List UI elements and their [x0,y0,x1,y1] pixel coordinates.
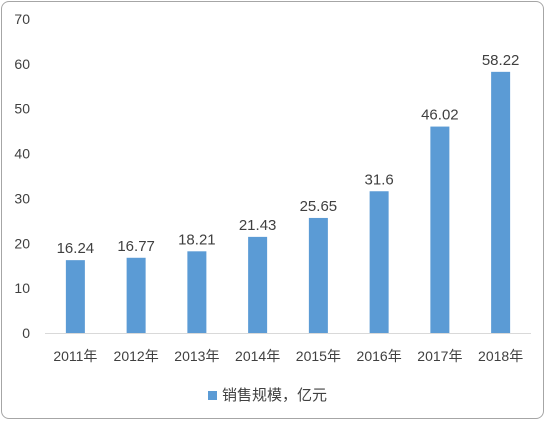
legend-label: 销售规模，亿元 [222,387,327,404]
bar [248,236,268,333]
x-tick-label: 2011年 [53,348,97,364]
y-tick-label: 30 [14,190,30,206]
y-tick-label: 40 [14,146,30,162]
y-tick-label: 60 [14,56,30,72]
y-tick-label: 10 [14,280,30,296]
y-tick-label: 70 [14,11,30,27]
bar [65,260,85,333]
x-tick-label: 2015年 [296,348,341,364]
legend: 销售规模，亿元 [208,387,327,404]
bar [430,126,450,333]
y-tick-label: 0 [22,325,30,341]
y-tick-label: 50 [14,101,30,117]
x-tick-label: 2012年 [114,348,159,364]
bar [369,191,389,333]
bar [126,257,146,333]
y-tick-label: 20 [14,235,30,251]
bar [187,251,207,333]
bars [65,71,511,334]
data-label: 31.6 [365,171,394,188]
data-label: 16.24 [57,240,95,257]
x-tick-label: 2016年 [357,348,402,364]
data-label: 46.02 [421,107,459,124]
x-tick-label: 2018年 [478,348,523,364]
x-tick-label: 2013年 [174,348,219,364]
data-label: 21.43 [239,217,277,234]
x-axis-tick-labels: 2011年 2012年 2013年 2014年 2015年 2016年 2017年 2018年 [53,348,523,364]
x-tick-label: 2014年 [235,348,280,364]
data-label: 16.77 [117,238,155,255]
bar [491,71,511,334]
y-axis-tick-labels: 0 10 20 30 40 50 60 70 [14,11,30,341]
data-labels: 16.24 16.77 18.21 21.43 25.65 31.6 46.02 58.22 [57,52,520,257]
x-tick-label: 2017年 [417,348,462,364]
data-label: 25.65 [300,198,338,215]
data-label: 58.22 [482,52,520,69]
bar [308,217,328,333]
data-label: 18.21 [178,231,216,248]
legend-swatch [208,391,217,400]
